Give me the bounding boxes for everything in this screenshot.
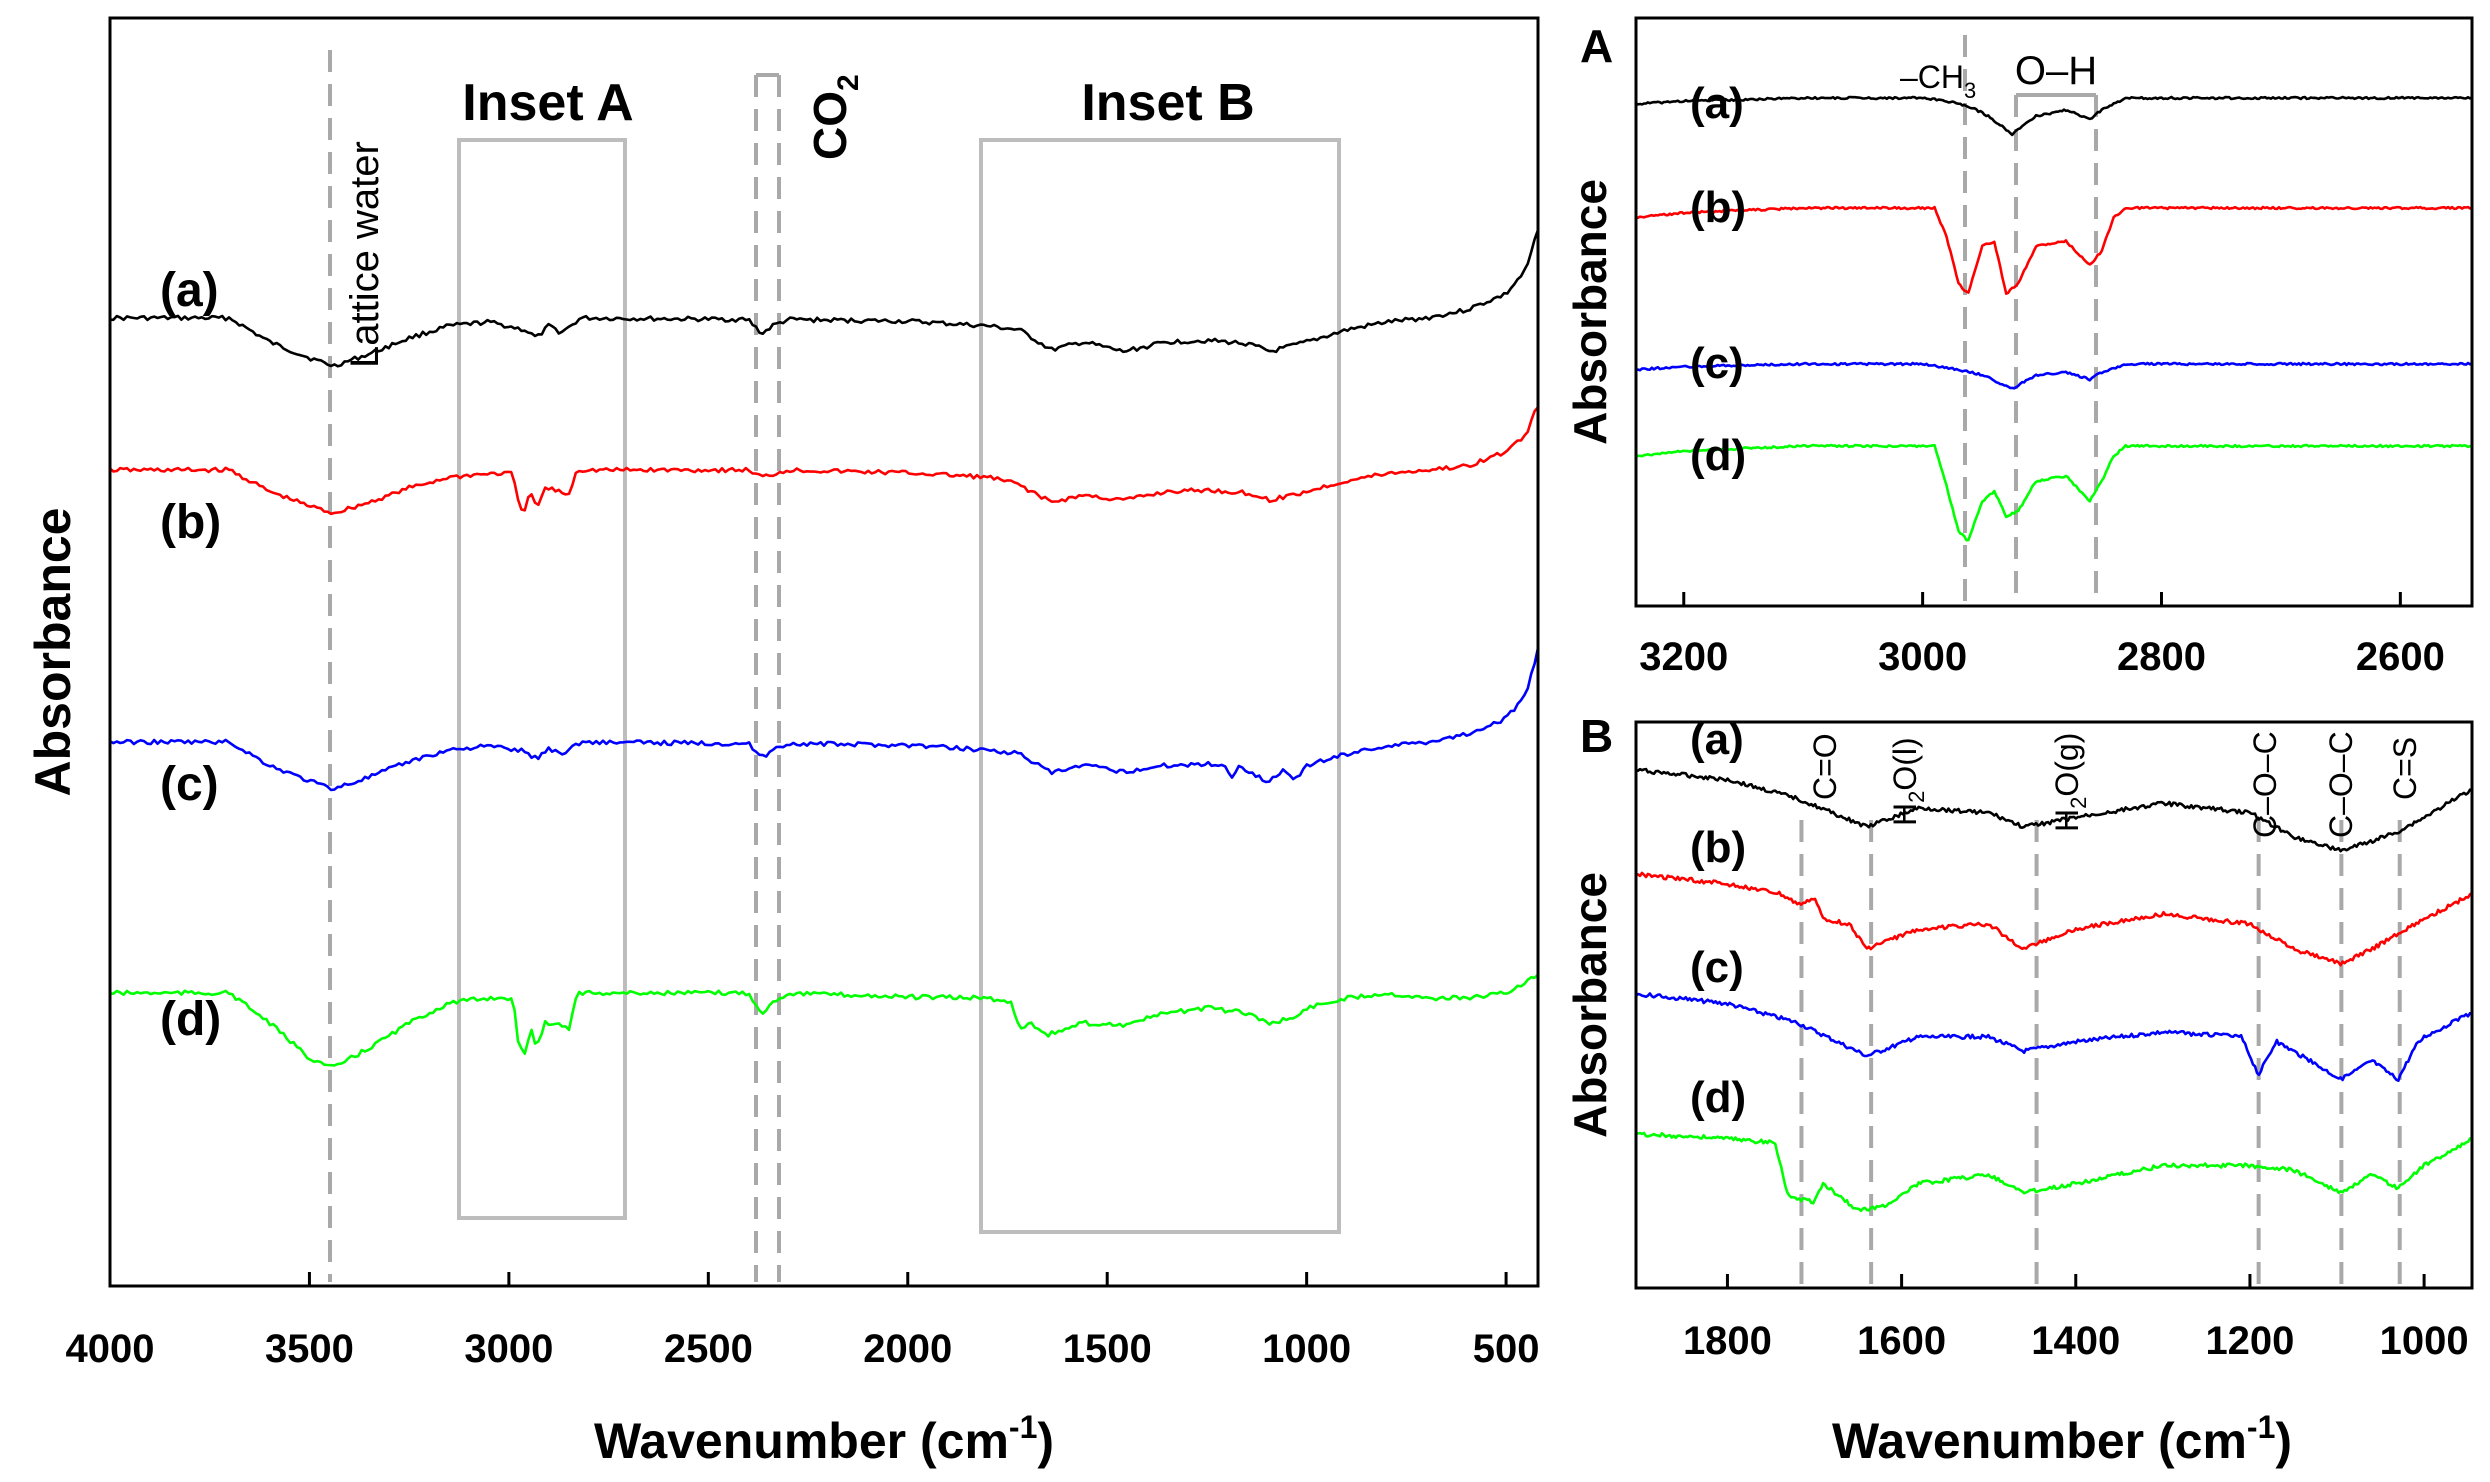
inset-b-markers — [1799, 820, 2402, 1286]
main-series-label-b: (b) — [160, 496, 221, 549]
x-tick-label: 2600 — [2356, 635, 2445, 679]
x-tick-label: 4000 — [66, 1327, 155, 1371]
c-o-c-label-1: C–O–C — [2247, 731, 2283, 838]
x-tick-label: 1800 — [1683, 1319, 1772, 1363]
inset-b-series-label-c: (c) — [1690, 943, 1744, 992]
inset-b-axes-frame — [1634, 720, 2474, 1290]
inset-a-panel: 3200 3000 2800 2600 A Absorbance (a) (b) (c… — [1564, 16, 2474, 679]
x-tick-label: 3000 — [1878, 635, 1967, 679]
inset-a-panel-label: A — [1580, 20, 1613, 72]
inset-b-label: Inset B — [1081, 74, 1254, 132]
ch3-label: –CH3 — [1900, 59, 1976, 103]
series-line-b — [109, 406, 1540, 516]
series-line-c — [1635, 361, 2473, 390]
main-x-ticks: 4000 3500 3000 2500 2000 1500 1000 500 — [66, 1272, 1540, 1371]
inset-b-box — [979, 138, 1341, 1234]
main-series-labels: (a) (b) (c) (d) — [160, 264, 221, 1046]
inset-b-annotations: C=O H2O(l) H2O(g) C–O–C C–O–C C=S — [1807, 731, 2423, 838]
inset-a-markers — [1963, 35, 2098, 604]
inset-a-axes-frame — [1634, 16, 2474, 608]
x-tick-label: 2000 — [863, 1327, 952, 1371]
cs-label: C=S — [2387, 737, 2423, 800]
series-line-b — [1635, 871, 2473, 967]
co2-label: CO2 — [804, 74, 865, 160]
main-series-label-d: (d) — [160, 993, 221, 1046]
inset-b-series-label-a: (a) — [1690, 715, 1744, 764]
x-tick-label: 3500 — [265, 1327, 354, 1371]
main-traces — [109, 229, 1540, 1067]
inset-b-x-axis-title: Wavenumber (cm-1) — [1832, 1409, 2292, 1469]
inset-a-series-label-a: (a) — [1690, 79, 1744, 128]
x-tick-label: 500 — [1473, 1327, 1540, 1371]
series-line-a — [109, 229, 1540, 368]
inset-b-series-label-b: (b) — [1690, 823, 1746, 872]
inset-a-series-label-c: (c) — [1690, 339, 1744, 388]
series-line-a — [1635, 95, 2473, 137]
x-tick-label: 1000 — [2380, 1319, 2469, 1363]
x-tick-label: 1000 — [1262, 1327, 1351, 1371]
series-line-c — [1635, 992, 2473, 1082]
x-tick-label: 1600 — [1857, 1319, 1946, 1363]
inset-a-series-label-d: (d) — [1690, 431, 1746, 480]
x-tick-label: 1500 — [1063, 1327, 1152, 1371]
h2o-l-label: H2O(l) — [1887, 737, 1929, 826]
main-series-label-c: (c) — [160, 758, 219, 811]
inset-a-series-label-b: (b) — [1690, 183, 1746, 232]
c-o-c-label-2: C–O–C — [2323, 731, 2359, 838]
inset-a-x-ticks: 3200 3000 2800 2600 — [1639, 592, 2445, 679]
inset-b-panel-label: B — [1580, 710, 1613, 762]
main-y-axis-title: Absorbance — [25, 508, 81, 797]
main-series-label-a: (a) — [160, 264, 219, 317]
series-line-d — [1635, 1131, 2473, 1213]
main-markers — [328, 50, 1341, 1282]
x-tick-label: 2500 — [664, 1327, 753, 1371]
inset-b-panel: 1800 1600 1400 1200 1000 Wavenumber (cm-1) B… — [1564, 710, 2474, 1469]
inset-a-label: Inset A — [462, 74, 633, 132]
inset-a-box — [457, 138, 627, 1220]
x-tick-label: 3000 — [464, 1327, 553, 1371]
inset-a-y-axis-title: Absorbance — [1564, 179, 1616, 445]
x-tick-label: 1200 — [2205, 1319, 2294, 1363]
lattice-water-label: Lattice water — [343, 141, 387, 368]
x-tick-label: 1400 — [2031, 1319, 2120, 1363]
inset-b-x-ticks: 1800 1600 1400 1200 1000 — [1683, 1274, 2469, 1363]
main-x-axis-title: Wavenumber (cm-1) — [594, 1409, 1054, 1469]
series-line-d — [1635, 443, 2473, 542]
inset-a-traces — [1635, 95, 2473, 542]
oh-label: O–H — [2015, 49, 2097, 93]
series-line-b — [1635, 205, 2473, 295]
series-line-d — [109, 973, 1539, 1067]
inset-b-traces — [1635, 767, 2473, 1213]
series-line-a — [1635, 767, 2473, 853]
x-tick-label: 3200 — [1639, 635, 1728, 679]
co-label: C=O — [1807, 733, 1843, 800]
inset-b-series-label-d: (d) — [1690, 1073, 1746, 1122]
inset-b-y-axis-title: Absorbance — [1564, 872, 1616, 1138]
main-panel: 4000 3500 3000 2500 2000 1500 1000 500 Wavenumb… — [25, 16, 1540, 1469]
main-axes-frame — [108, 16, 1540, 1288]
series-line-c — [109, 647, 1540, 792]
h2o-g-label: H2O(g) — [2049, 733, 2091, 832]
x-tick-label: 2800 — [2117, 635, 2206, 679]
